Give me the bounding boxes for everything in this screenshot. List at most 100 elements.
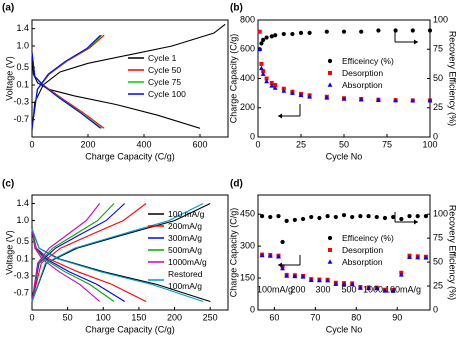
marker	[261, 69, 266, 74]
legend-label: Absorption	[342, 257, 383, 267]
panel-label: (a)	[2, 3, 14, 14]
marker	[324, 95, 330, 100]
x-tick-label: 100	[96, 312, 111, 322]
marker	[357, 285, 363, 290]
marker	[393, 97, 398, 103]
marker	[300, 216, 306, 222]
y2-tick-label: 25	[433, 280, 443, 290]
legend-swatch	[327, 235, 333, 241]
marker	[273, 33, 278, 38]
legend-label: 1000mA/g	[168, 257, 207, 267]
marker	[333, 281, 339, 286]
legend-entry: Efficeincy (%)	[322, 232, 394, 244]
legend-label: Cycle 75	[148, 77, 182, 87]
x-tick-label: 0	[29, 139, 34, 149]
legend-entry: 1000mA/g	[148, 256, 220, 268]
panel-label: (c)	[2, 179, 14, 190]
marker	[264, 35, 269, 40]
legend-swatch	[328, 248, 332, 252]
legend-entry: Cycle 100	[128, 88, 200, 100]
legend-label: 300mA/g	[168, 233, 203, 243]
marker	[292, 217, 297, 223]
marker	[281, 88, 287, 93]
legend-label: Efficeincy (%)	[342, 56, 394, 66]
legend-swatch	[128, 81, 144, 83]
legend-label: Desorption	[342, 68, 384, 78]
marker	[341, 96, 347, 101]
x-axis-label: Charge Capacity (C/g)	[85, 324, 175, 334]
series-line	[31, 203, 115, 302]
y-tick-label: 0.5	[16, 62, 29, 72]
y2-tick-label: 100	[433, 14, 448, 24]
legend-label: Cycle 100	[148, 89, 186, 99]
plot-frame	[31, 19, 229, 138]
y-tick-label: 200	[240, 102, 255, 112]
marker	[269, 83, 275, 88]
marker	[328, 248, 332, 252]
marker	[259, 41, 264, 46]
marker	[427, 28, 433, 33]
marker	[307, 94, 312, 99]
marker	[257, 29, 262, 34]
plot-frame	[31, 194, 229, 311]
marker	[376, 28, 381, 33]
x-tick-label: 400	[136, 139, 151, 149]
marker	[333, 214, 338, 220]
marker	[298, 92, 304, 98]
legend-swatch	[148, 213, 164, 215]
legend-swatch	[128, 93, 144, 95]
marker	[261, 37, 266, 42]
marker	[276, 254, 281, 259]
x-axis-label: Charge Capacity (C/g)	[85, 151, 175, 161]
marker	[308, 277, 314, 282]
series-line	[31, 203, 147, 302]
y2-tick-label: 50	[433, 256, 443, 266]
y-axis-label: Charge Capacity (C/g)	[228, 34, 238, 124]
legend-entry: 200mA/g	[148, 220, 220, 232]
y-axis-label: Charge Capacity (C/g)	[228, 208, 238, 298]
marker	[284, 273, 290, 278]
y-tick-label: -0.7	[13, 114, 29, 124]
legend-entry: 500mA/g	[148, 244, 220, 256]
marker	[349, 281, 355, 287]
marker	[269, 80, 274, 85]
annotation: 100mA/g	[257, 284, 293, 294]
marker	[423, 213, 429, 219]
legend-label: Cycle 1	[148, 53, 177, 63]
legend-entry: Absorption	[322, 79, 394, 91]
marker	[327, 82, 333, 87]
marker	[307, 30, 312, 35]
marker	[264, 76, 269, 81]
legend-swatch	[327, 58, 333, 64]
plot-frame	[257, 194, 431, 311]
marker	[376, 97, 381, 102]
legend-swatch	[148, 237, 164, 239]
legend-label: Restored 100mA/g	[168, 269, 203, 291]
marker	[269, 34, 274, 39]
marker	[324, 29, 329, 34]
x-tick-label: 90	[392, 312, 402, 322]
legend-swatch	[327, 82, 333, 87]
marker	[399, 216, 404, 222]
legend-entry: Desorption	[322, 244, 394, 256]
marker	[407, 213, 412, 219]
legend-label: Absorption	[342, 80, 383, 90]
arrow-head	[414, 219, 418, 225]
marker	[407, 254, 412, 259]
marker	[298, 30, 304, 35]
y-tick-label: 150	[240, 272, 255, 282]
y-tick-label: 600	[240, 44, 255, 54]
x-tick-label: 250	[203, 312, 218, 322]
x-axis-label: Cycle No	[326, 324, 363, 334]
marker	[398, 272, 404, 277]
legend: Efficeincy (%) Desorption Absorption	[322, 55, 394, 91]
panel-label: (d)	[230, 179, 243, 190]
marker	[391, 214, 396, 220]
y-tick-label: 400	[240, 73, 255, 83]
x-tick-label: 70	[310, 312, 320, 322]
arrow-head	[278, 113, 282, 119]
marker	[341, 29, 347, 34]
y-tick-label: 0.1	[16, 253, 29, 263]
marker	[317, 215, 322, 221]
